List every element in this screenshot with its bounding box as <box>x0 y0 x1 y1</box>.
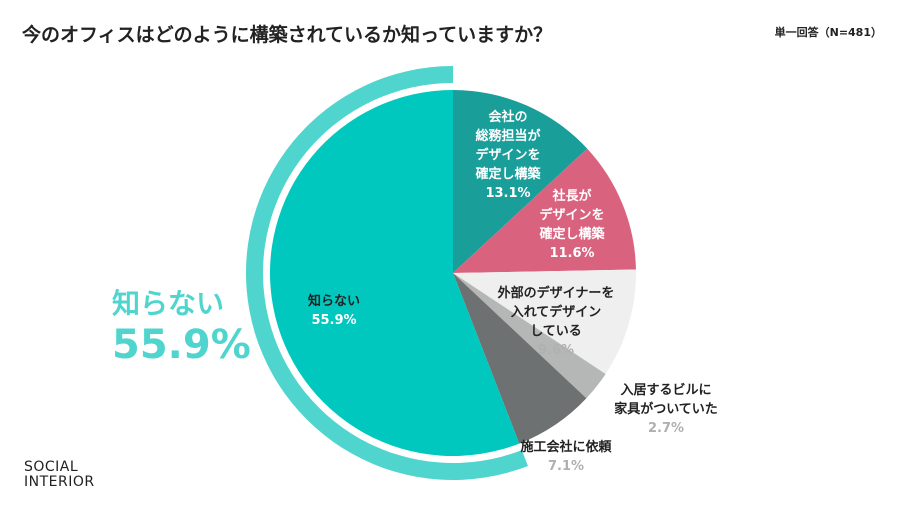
slice-label-1-line-0: 社長が <box>551 188 591 204</box>
slice-label-5-line-0: 知らない <box>308 293 360 309</box>
pie-slice-3 <box>453 273 606 399</box>
highlight-percent: 55.9% <box>112 322 251 368</box>
slice-label-0-line-3: 確定し構築 <box>475 166 541 182</box>
slice-label-4-line-0: 施工会社に依頼 <box>520 439 612 455</box>
logo-line-1: SOCIAL <box>24 459 79 475</box>
slice-label-0-line-2: デザインを <box>475 147 540 163</box>
slice-percent-2: 9.6% <box>538 343 574 358</box>
slice-label-3-line-0: 入居するビルに <box>620 382 711 398</box>
logo-line-2: INTERIOR <box>24 474 95 490</box>
slice-percent-5: 55.9% <box>311 313 356 328</box>
pie-slice-2 <box>453 269 636 374</box>
slice-percent-3: 2.7% <box>648 421 684 436</box>
slice-label-3-line-1: 家具がついていた <box>614 401 718 417</box>
pie-slice-0 <box>453 90 588 273</box>
pie-slice-1 <box>453 148 636 273</box>
pie-slice-4 <box>453 273 587 444</box>
slice-label-2-line-0: 外部のデザイナーを <box>497 285 615 301</box>
slice-label-1-line-1: デザインを <box>539 207 604 223</box>
highlight-callout: 知らない 55.9% <box>112 288 251 370</box>
chart-title: 今のオフィスはどのように構築されているか知っていますか？ <box>22 24 553 46</box>
sample-note: 単一回答（N=481） <box>774 26 882 39</box>
slice-label-2-line-2: している <box>530 324 582 339</box>
highlight-label: 知らない <box>112 287 225 320</box>
slice-percent-4: 7.1% <box>548 459 584 474</box>
slice-label-0-line-1: 総務担当が <box>475 128 540 144</box>
slice-percent-1: 11.6% <box>549 246 594 261</box>
slice-percent-0: 13.1% <box>485 186 530 201</box>
slice-label-1-line-2: 確定し構築 <box>539 226 605 242</box>
slice-label-2-line-1: 入れてデザイン <box>511 304 602 320</box>
brand-logo: SOCIAL INTERIOR <box>24 460 95 490</box>
pie-slice-5 <box>269 90 520 457</box>
slice-label-0-line-0: 会社の <box>488 109 527 125</box>
